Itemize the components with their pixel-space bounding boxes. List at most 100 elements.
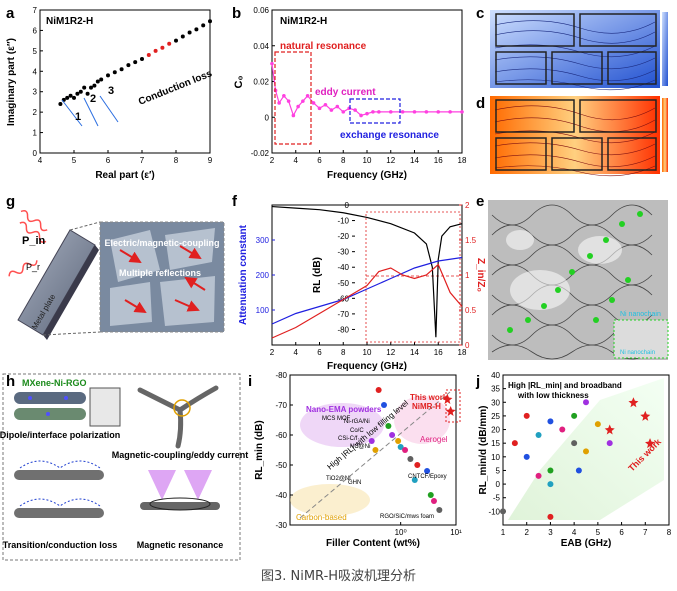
data-point: [377, 110, 381, 114]
region-divider: [99, 95, 119, 123]
x-tick-label: 6: [106, 156, 111, 165]
y-tick-label: -40: [275, 491, 287, 500]
color-bar: [662, 98, 668, 172]
this-work-point: [628, 397, 639, 408]
data-point: [547, 467, 554, 474]
point-label: TiO2@Ni: [326, 476, 351, 482]
x-tick-label: 10: [363, 156, 372, 165]
legend-label: NiMR-H: [412, 402, 441, 411]
nanochain-graphic: [137, 385, 219, 449]
annotation: exchange resonance: [340, 130, 439, 141]
nanochain-label: Ni nanochain: [620, 311, 661, 318]
data-point: [575, 467, 582, 474]
this-work-point: [640, 410, 651, 421]
plot-frame: [289, 374, 457, 526]
data-point: [571, 440, 578, 447]
carbon-region: [290, 484, 370, 516]
data-point: [68, 93, 73, 98]
x-axis-label: Frequency (GHz): [327, 170, 407, 181]
x-tick-label: 10¹: [450, 528, 462, 537]
y-tick-label: -10: [488, 507, 500, 516]
right-axis-ticks: 0 0.5 1 1.5 2: [459, 201, 477, 350]
data-point: [72, 95, 76, 100]
point-label: MCS MOF: [322, 416, 351, 422]
y-tick-label: 40: [491, 371, 500, 380]
c0-markers: [270, 61, 464, 118]
data-point: [372, 447, 379, 453]
plot-frame: [39, 9, 211, 154]
data-point: [400, 110, 405, 114]
point-label: RGO/SiC/mws foam: [380, 514, 434, 520]
data-point: [583, 448, 589, 455]
field-simulation-image: [490, 10, 660, 88]
y-tick-label: 2: [33, 108, 38, 117]
data-point: [106, 73, 110, 78]
y-tick-label: 0.5: [465, 306, 477, 315]
data-point: [535, 432, 542, 438]
x-tick-label: 8: [341, 156, 346, 165]
y-tick-label: 1.5: [465, 236, 477, 245]
y-tick-label: -30: [337, 248, 349, 257]
x-tick-label: 8: [341, 348, 346, 357]
c0-line: [271, 63, 462, 117]
data-point: [311, 101, 316, 105]
rl-curve: [271, 205, 463, 338]
data-point: [174, 38, 178, 43]
reflected-wave: [8, 260, 38, 277]
y-axis-label: RL_min/d (dB/mm): [478, 406, 489, 495]
data-point: [58, 101, 63, 106]
light-regions: [506, 230, 622, 310]
data-point: [89, 85, 93, 90]
left-axis-ticks: 100 200 300: [256, 236, 275, 315]
plot-frame: [271, 204, 463, 346]
panel-frame: [2, 373, 241, 561]
x-tick-label: 4: [294, 156, 299, 165]
data-point: [78, 89, 83, 94]
y-axis-ticks: -10 -5 0 5 10 15 20 25 30 35 40: [488, 371, 506, 516]
sheet-layer: [14, 508, 104, 518]
point-label: GHN: [348, 480, 361, 486]
data-point: [594, 421, 601, 428]
data-point: [126, 63, 131, 68]
x-tick-label: 12: [386, 348, 395, 357]
y-tick-label: 30: [491, 398, 500, 407]
color-bar: [662, 12, 668, 86]
x-tick-label: 18: [458, 156, 467, 165]
y-tick-label: 0: [265, 113, 270, 122]
y-tick-label: 0.06: [253, 6, 269, 15]
y-axis-label: Imaginary part (ε″): [6, 38, 17, 126]
data-point: [606, 440, 613, 447]
y-tick-label: 20: [491, 426, 500, 435]
data-point: [395, 438, 402, 444]
y-tick-label: 5: [496, 466, 501, 475]
x-tick-label: 7: [643, 528, 648, 537]
x-tick-label: 6: [317, 348, 322, 357]
data-point: [359, 113, 363, 118]
x-tick-label: 16: [434, 348, 443, 357]
region-label: Carbon-based: [296, 513, 347, 522]
point-label: CNTCF/Epoxy: [408, 474, 447, 480]
y-axis-ticks: 0 1 2 3 4 5 6 7: [33, 6, 43, 158]
cell-grid: [495, 13, 657, 85]
y-tick-label: 1: [33, 129, 38, 138]
metal-plate: [43, 245, 99, 340]
point-label: CSi-C/f: [338, 436, 358, 442]
data-point: [329, 108, 334, 112]
panel-letter: f: [232, 193, 238, 210]
y-tick-label: 6: [33, 26, 38, 35]
data-point: [323, 102, 328, 107]
x-tick-label: 3: [548, 528, 553, 537]
panel-i: i 10⁰ 10¹ -30 -40 -50 -60 -70 -80 Filler Conte…: [248, 371, 462, 549]
legend-label: This work: [410, 393, 448, 402]
this-work-point: [442, 394, 453, 404]
x-tick-label: 6: [619, 528, 624, 537]
x-tick-label: 10⁰: [395, 528, 407, 537]
chart-title: NiM1R2-H: [280, 16, 327, 27]
y-tick-label: -40: [337, 263, 349, 272]
data-point: [112, 70, 117, 75]
data-point: [385, 423, 392, 429]
data-point: [95, 79, 100, 84]
data-point: [547, 481, 554, 488]
data-point: [270, 61, 274, 66]
nanochain-label: Ni nanochain: [620, 350, 655, 356]
